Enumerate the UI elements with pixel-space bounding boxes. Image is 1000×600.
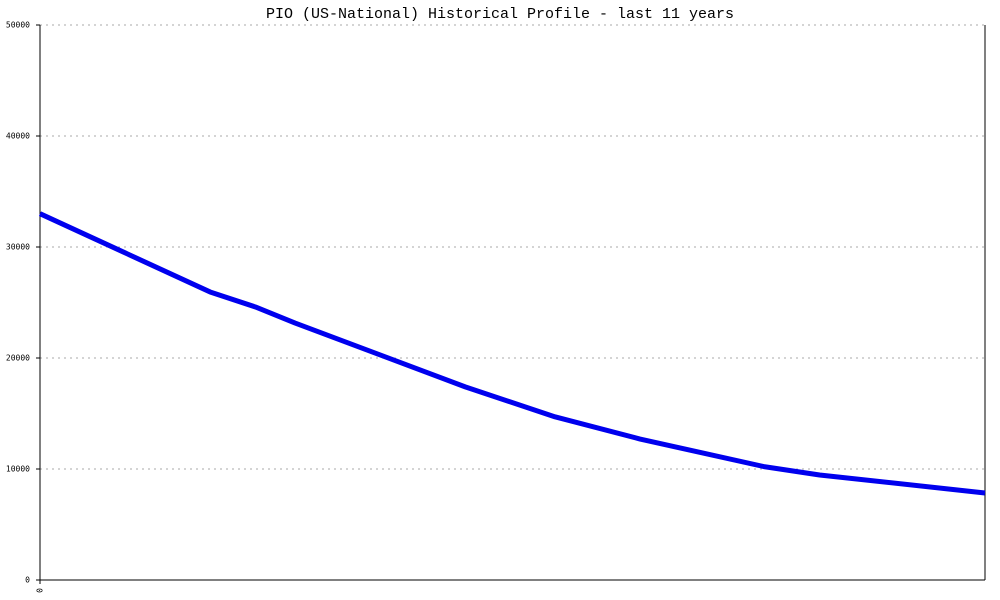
line-series <box>38 211 986 496</box>
y-tick-label: 0 <box>25 576 30 585</box>
x-tick-label: 0 <box>36 588 45 593</box>
y-tick-label: 50000 <box>6 21 30 30</box>
y-tick-label: 40000 <box>6 132 30 141</box>
y-tick-label: 20000 <box>6 354 30 363</box>
y-tick-label: 10000 <box>6 465 30 474</box>
chart-title: PIO (US-National) Historical Profile - l… <box>266 6 734 23</box>
y-tick-label: 30000 <box>6 243 30 252</box>
